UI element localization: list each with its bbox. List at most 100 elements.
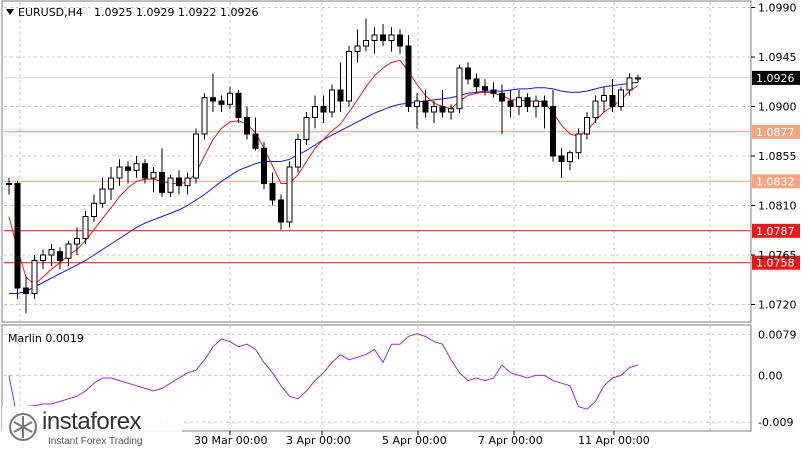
candle-body <box>312 106 318 118</box>
candle-body <box>465 67 471 80</box>
candle <box>82 211 89 244</box>
candle-body <box>414 100 420 107</box>
price-scale[interactable]: 1.09901.09451.09001.08551.08101.07651.07… <box>751 2 797 312</box>
candle-body <box>303 117 310 140</box>
candle <box>371 27 378 54</box>
candle <box>235 90 242 123</box>
candle <box>74 227 80 255</box>
candle <box>142 159 148 184</box>
candle-body <box>635 77 641 80</box>
candle <box>184 172 191 195</box>
candle-body <box>354 45 361 52</box>
marlin-indicator <box>8 333 639 421</box>
candle-body <box>405 45 412 107</box>
watermark-tagline: Instant Forex Trading <box>48 436 143 447</box>
candle <box>159 148 165 197</box>
collapse-triangle-icon[interactable] <box>6 9 14 15</box>
candle-body <box>227 92 233 105</box>
candle-body <box>609 95 616 107</box>
candle <box>40 249 46 270</box>
candle <box>516 90 522 116</box>
candle-body <box>167 177 174 193</box>
candle-body <box>116 166 123 179</box>
candle-body <box>159 172 165 193</box>
candle-body <box>388 34 395 41</box>
indicator-scale-label: 0.00 <box>758 369 783 382</box>
candle <box>320 95 327 123</box>
candle-body <box>558 155 565 162</box>
candle-body <box>507 100 514 107</box>
candle-body <box>329 89 335 113</box>
candle-body <box>133 163 140 171</box>
candle-body <box>533 100 539 107</box>
candle <box>150 167 157 193</box>
candle-body <box>176 177 182 187</box>
candle <box>584 112 590 140</box>
price-scale-label: 1.0900 <box>758 101 797 114</box>
candle-body <box>74 238 80 245</box>
candle <box>626 73 633 96</box>
time-scale-label: 5 Apr 00:00 <box>382 434 447 447</box>
candle <box>499 84 505 134</box>
candle-body <box>201 97 208 135</box>
candle-body <box>601 95 607 102</box>
candle <box>125 161 131 184</box>
price-scale-label: 1.0720 <box>758 299 797 312</box>
candle-body <box>261 147 267 185</box>
indicator-pane-border <box>1 324 752 432</box>
level-label: 1.0877 <box>756 126 795 139</box>
candle <box>133 156 140 178</box>
candle <box>252 117 259 151</box>
candlesticks[interactable] <box>6 18 641 314</box>
candle <box>414 93 420 129</box>
level-tag <box>752 223 800 238</box>
candle <box>448 104 454 120</box>
candle-body <box>14 183 21 289</box>
level-tag <box>752 255 800 270</box>
support-resistance-levels[interactable]: 1.0877 1.0832 1.0787 1.0758 <box>4 124 800 270</box>
candle-body <box>235 92 242 119</box>
candle-body <box>150 172 157 179</box>
time-scale-label: 11 Apr 00:00 <box>578 434 650 447</box>
moving-averages <box>4 59 750 294</box>
candle <box>482 79 488 96</box>
candle <box>31 255 38 299</box>
candle <box>303 112 310 145</box>
watermark: instaforex Instant Forex Trading <box>2 406 182 452</box>
candle <box>422 90 429 118</box>
candle-body <box>516 97 522 107</box>
grid <box>4 2 750 430</box>
candle-body <box>82 216 89 239</box>
candle-body <box>108 177 114 190</box>
candle <box>388 27 395 52</box>
time-scale-label: 7 Apr 00:00 <box>478 434 543 447</box>
candle-body <box>6 183 12 185</box>
candle-body <box>337 89 344 102</box>
candle <box>312 95 318 129</box>
price-scale-label: 1.0810 <box>758 200 797 213</box>
candle-body <box>295 139 301 168</box>
candle-body <box>482 86 488 91</box>
candle-body <box>48 249 55 256</box>
candle-body <box>184 177 191 187</box>
candle <box>346 46 352 107</box>
time-scale[interactable]: 30 Mar 00:00 3 Apr 00:00 5 Apr 00:00 7 Apr … <box>194 431 650 447</box>
candle-body <box>218 100 225 105</box>
candle <box>227 86 233 109</box>
candle-body <box>142 163 148 179</box>
candle-body <box>31 260 38 294</box>
candle-body <box>57 251 63 261</box>
candle-body <box>99 188 106 204</box>
candle <box>618 86 624 111</box>
candle <box>541 95 548 129</box>
main-pane-border <box>1 0 752 323</box>
candle-body <box>346 51 352 102</box>
symbol-label: EURUSD,H4 <box>18 6 83 19</box>
candle <box>601 86 607 112</box>
price-scale-label: 1.0765 <box>758 249 797 262</box>
candle <box>57 247 63 270</box>
candle <box>295 134 301 173</box>
level-label: 1.0787 <box>756 225 795 238</box>
